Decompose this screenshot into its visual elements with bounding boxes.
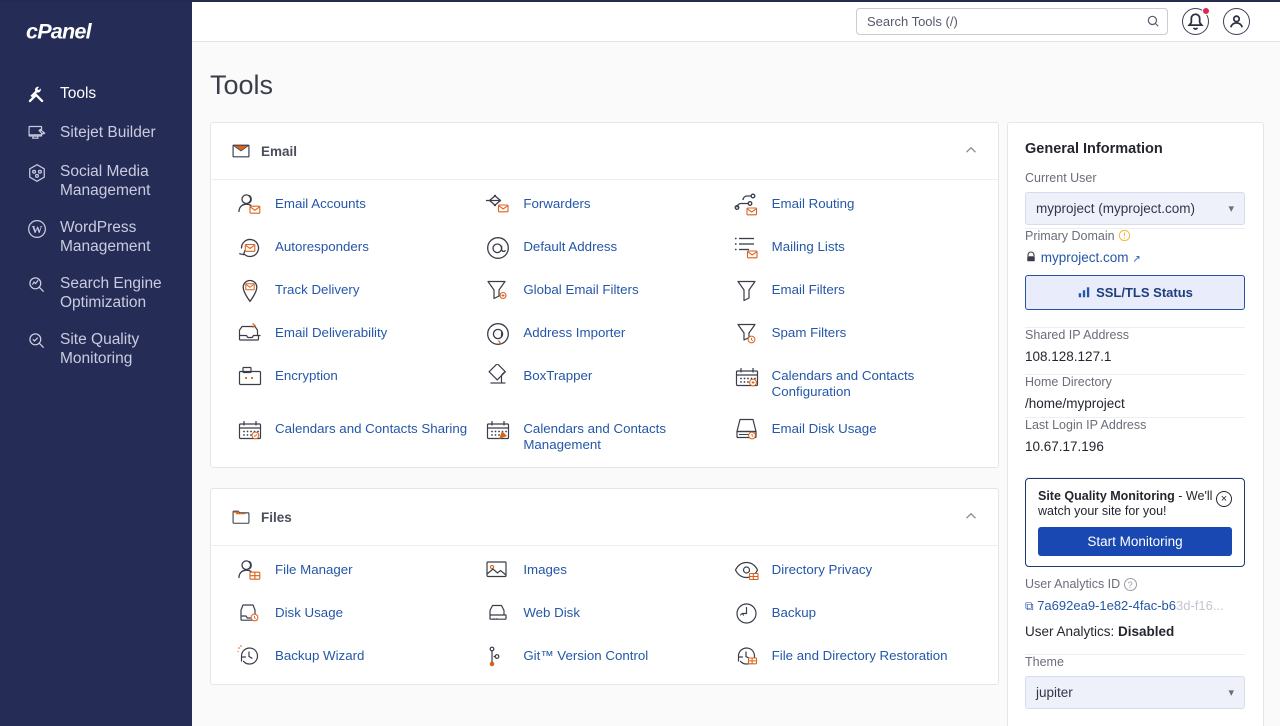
- svg-text:W: W: [32, 224, 43, 236]
- svg-text:cPanel: cPanel: [26, 20, 93, 43]
